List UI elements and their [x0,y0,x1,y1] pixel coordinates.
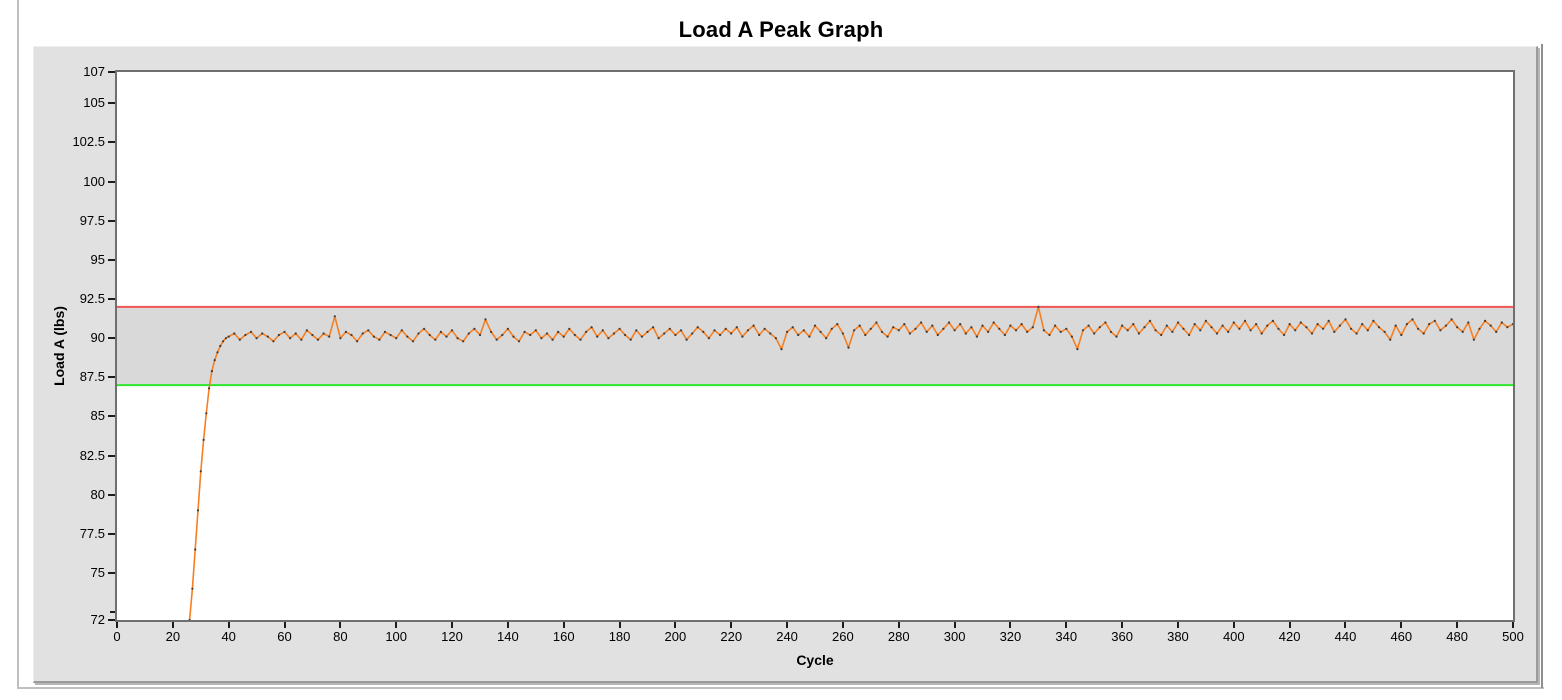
x-tick-mark [395,622,398,628]
x-tick-label: 120 [441,629,463,644]
y-tick-mark [108,493,115,496]
x-tick-mark [451,622,454,628]
x-tick-label: 240 [776,629,798,644]
x-tick-label: 420 [1278,629,1301,644]
x-tick-mark [1065,622,1068,628]
y-tick-label: 105 [83,95,105,111]
x-tick-mark [841,622,844,628]
x-tick-label: 220 [720,629,743,644]
x-tick-label: 360 [1111,629,1133,644]
y-tick-mark [108,572,115,575]
x-tick-mark [562,622,565,628]
plot-area [115,70,1515,622]
y-tick-label: 107 [83,64,105,79]
y-tick-mark [108,71,115,73]
x-tick-mark [786,622,789,628]
x-tick-mark [897,622,900,628]
y-tick-label: 72 [90,612,105,627]
x-tick-label: 20 [165,629,181,644]
x-tick-mark [1288,622,1291,628]
x-tick-mark [953,622,956,628]
y-tick-mark [108,415,115,418]
y-tick-label: 90 [90,330,105,346]
x-axis-label: Cycle [796,652,834,668]
y-tick-label: 100 [83,173,105,189]
window-frame-bottom [17,687,1544,689]
series-plot [117,305,1513,620]
y-tick-label: 75 [90,565,105,581]
limit-band [117,306,1513,386]
window-frame-right [1541,44,1543,688]
y-tick-label: 87.5 [79,369,105,385]
y-tick-label: 102.5 [72,134,105,150]
x-tick-label: 400 [1222,629,1245,644]
series-markers [188,305,1513,620]
y-tick-mark [108,376,115,379]
x-tick-mark [116,622,118,628]
x-tick-mark [618,622,621,628]
x-tick-label: 340 [1055,629,1078,644]
x-tick-mark [674,622,677,628]
y-tick-mark [108,337,115,340]
x-tick-mark [1344,622,1347,628]
x-tick-label: 180 [608,629,631,644]
x-tick-mark [506,622,509,628]
x-tick-mark [1176,622,1179,628]
window-frame-left [17,0,19,688]
x-tick-label: 140 [497,629,519,644]
x-tick-label: 200 [664,629,687,644]
y-tick-label: 97.5 [79,212,105,228]
y-tick-mark [108,180,115,183]
x-tick-label: 0 [113,629,121,644]
x-tick-mark [171,622,174,628]
x-tick-mark [227,622,230,628]
y-minor-tick-mark [110,611,115,614]
y-tick-mark [108,532,115,535]
x-tick-label: 260 [832,629,854,644]
x-tick-mark [339,622,342,628]
x-tick-mark [283,622,286,628]
x-tick-mark [730,622,733,628]
x-tick-label: 60 [277,629,292,644]
x-tick-mark [1121,622,1124,628]
y-tick-label: 95 [90,251,105,267]
x-tick-mark [1232,622,1235,628]
y-tick-label: 92.5 [79,291,105,307]
x-tick-label: 440 [1334,629,1357,644]
x-tick-label: 500 [1502,629,1524,644]
x-tick-label: 460 [1390,629,1413,644]
x-tick-mark [1456,622,1459,628]
x-tick-label: 80 [333,629,348,644]
x-tick-label: 100 [385,629,408,644]
x-tick-label: 40 [221,629,236,644]
y-tick-mark [108,102,115,105]
x-tick-mark [1400,622,1403,628]
x-tick-label: 380 [1167,629,1189,644]
y-tick-mark [108,141,115,144]
y-tick-mark [108,619,115,621]
y-tick-label: 85 [90,408,105,424]
x-tick-label: 160 [552,629,575,644]
y-tick-mark [108,219,115,222]
y-tick-mark [108,258,115,261]
y-tick-label: 80 [90,486,105,502]
x-tick-label: 300 [943,629,966,644]
x-tick-label: 480 [1446,629,1468,644]
y-tick-label: 82.5 [79,447,105,463]
x-tick-mark [1009,622,1012,628]
y-tick-label: 77.5 [79,525,105,541]
x-tick-label: 280 [887,629,910,644]
graph-title: Load A Peak Graph [678,17,884,42]
y-tick-mark [108,454,115,457]
x-tick-mark [1512,622,1514,628]
x-tick-label: 320 [999,629,1022,644]
y-tick-mark [108,298,115,301]
